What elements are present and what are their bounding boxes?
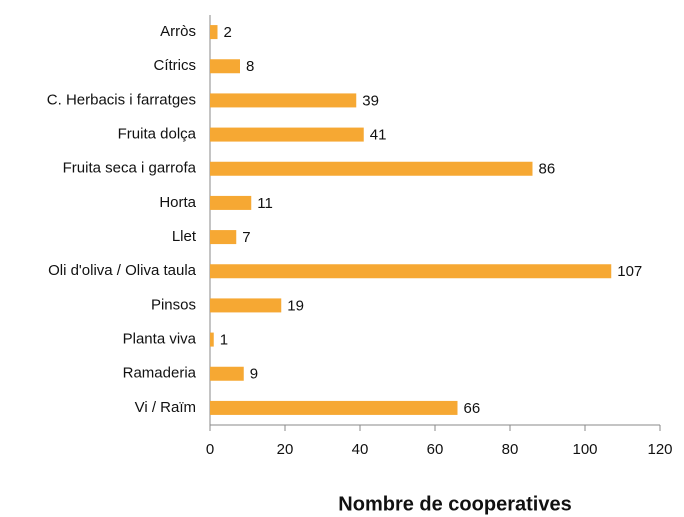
y-tick-label: C. Herbacis i farratges	[47, 91, 196, 108]
data-label: 107	[617, 263, 642, 280]
y-tick-label: Llet	[172, 228, 197, 245]
x-tick-label: 0	[206, 441, 214, 458]
x-tick-label: 80	[502, 441, 519, 458]
data-label: 19	[287, 297, 304, 314]
y-tick-label: Horta	[159, 194, 196, 211]
x-tick-label: 100	[572, 441, 597, 458]
bar	[210, 127, 364, 142]
data-label: 39	[362, 92, 379, 109]
data-label: 1	[220, 332, 228, 349]
y-tick-label: Fruita dolça	[118, 126, 197, 143]
y-tick-label: Vi / Raïm	[135, 399, 196, 416]
y-tick-label: Planta viva	[123, 331, 197, 348]
x-tick-label: 20	[277, 441, 294, 458]
data-label: 2	[224, 24, 232, 41]
bar	[210, 230, 237, 245]
y-tick-label: Pinsos	[151, 296, 196, 313]
bar	[210, 93, 357, 108]
y-tick-label: Arròs	[160, 23, 196, 40]
x-tick-label: 40	[352, 441, 369, 458]
bar	[210, 59, 240, 74]
data-label: 11	[257, 195, 273, 212]
y-tick-label: Cítrics	[154, 57, 197, 74]
data-label: 41	[370, 127, 387, 144]
bar	[210, 195, 252, 210]
x-axis-title: Nombre de cooperatives	[338, 493, 571, 515]
y-tick-label: Fruita seca i garrofa	[63, 160, 197, 177]
data-label: 66	[464, 400, 481, 417]
y-tick-label: Ramaderia	[123, 365, 197, 382]
data-label: 86	[539, 161, 556, 178]
x-tick-label: 60	[427, 441, 444, 458]
y-tick-label: Oli d'oliva / Oliva taula	[48, 262, 197, 279]
data-label: 9	[250, 366, 258, 383]
data-label: 7	[242, 229, 250, 246]
bar	[210, 366, 244, 381]
data-label: 8	[246, 58, 254, 75]
bar	[210, 264, 612, 279]
bar	[210, 25, 218, 40]
bar	[210, 298, 282, 313]
x-tick-label: 120	[647, 441, 672, 458]
bar	[210, 400, 458, 415]
bar	[210, 332, 214, 347]
bar	[210, 161, 533, 176]
